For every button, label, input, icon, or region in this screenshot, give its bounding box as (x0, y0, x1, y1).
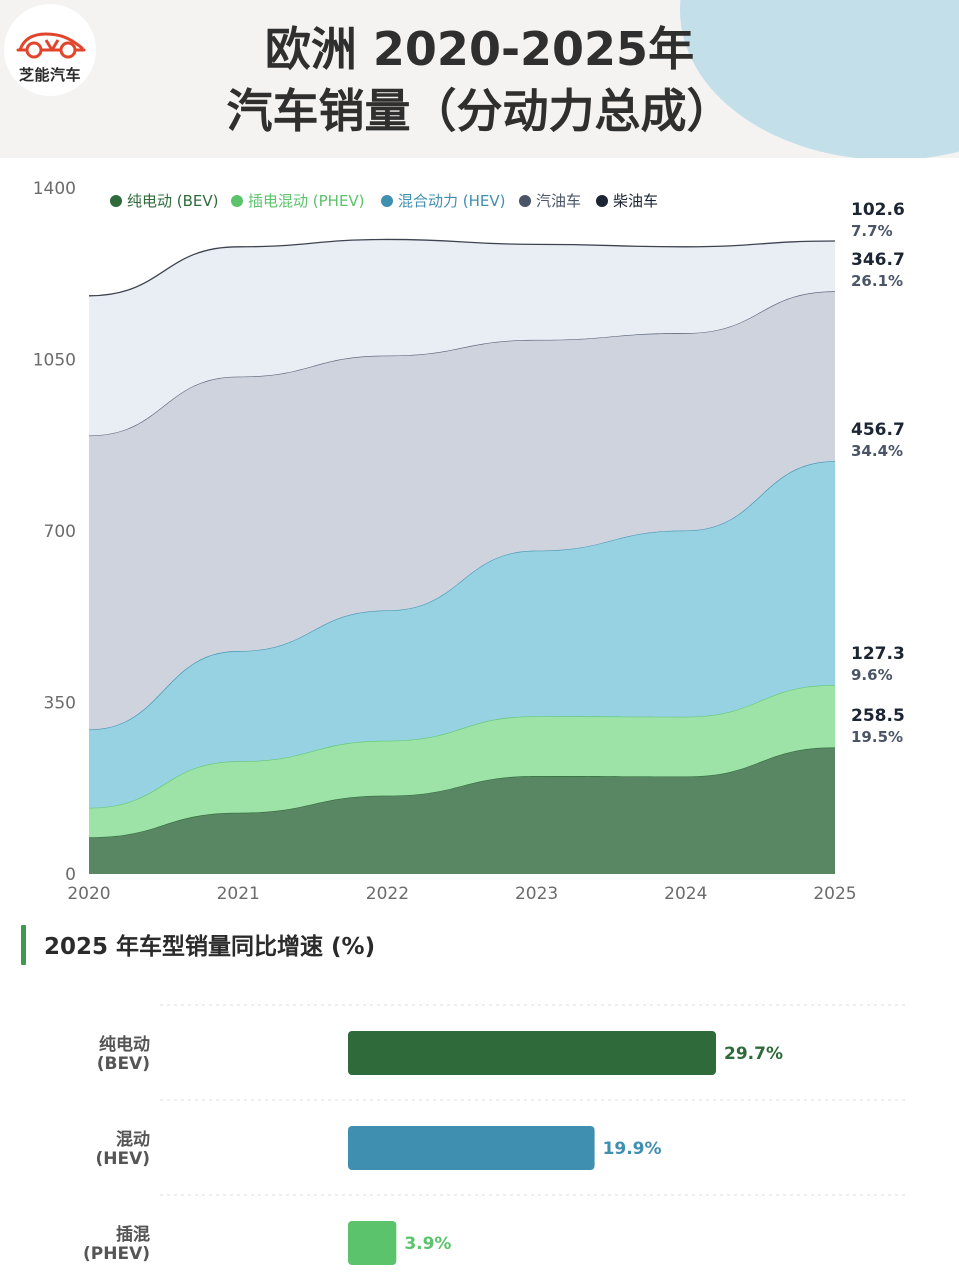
legend-label-gas: 汽油车 (536, 192, 581, 210)
bar-category-label: 混动 (116, 1130, 150, 1150)
area-phev (89, 684, 835, 838)
bar-category-sublabel: (HEV) (95, 1149, 150, 1169)
y-tick-label: 1050 (33, 351, 76, 371)
end-value-hev: 456.7 (851, 420, 905, 440)
y-tick-label: 350 (44, 694, 76, 714)
legend-marker-bev (110, 195, 122, 207)
legend-marker-diesel (596, 195, 608, 207)
end-share-phev: 9.6% (851, 666, 893, 684)
area-diesel (89, 239, 835, 436)
bar-value-label: 19.9% (603, 1139, 662, 1159)
bar-phev (348, 1221, 397, 1265)
header: 芝能汽车 欧洲 2020-2025年 汽车销量（分动力总成） (0, 0, 959, 158)
legend-label-hev: 混合动力 (HEV) (398, 192, 506, 210)
y-tick-label: 0 (65, 865, 76, 885)
area-bev (89, 747, 835, 874)
bar-category-label: 纯电动 (99, 1034, 150, 1055)
bar-category-sublabel: (PHEV) (83, 1244, 150, 1264)
title-line-2: 汽车销量（分动力总成） (226, 84, 733, 138)
bar-value-label: 3.9% (404, 1234, 451, 1254)
legend-marker-phev (231, 195, 243, 207)
chart-legend: 纯电动 (BEV) 插电混动 (PHEV) 混合动力 (HEV) 汽油车 柴油车 (110, 192, 658, 210)
logo-text: 芝能汽车 (18, 66, 81, 84)
end-value-gas: 346.7 (851, 250, 905, 270)
growth-bar-chart: 纯电动(BEV) 29.7% 混动(HEV) 19.9% 插混(PHEV) 3.9% (83, 1004, 905, 1265)
car-logo-icon (16, 32, 86, 59)
area-gas (89, 291, 835, 730)
logo: 芝能汽车 (4, 4, 96, 96)
legend-marker-hev (381, 195, 393, 207)
x-tick-label: 2025 (813, 884, 856, 904)
end-share-hev: 34.4% (851, 442, 903, 460)
section-accent-bar (21, 925, 26, 965)
page-title: 欧洲 2020-2025年 汽车销量（分动力总成） (0, 18, 959, 142)
end-share-gas: 26.1% (851, 272, 903, 290)
legend-marker-gas (519, 195, 531, 207)
bar-value-label: 29.7% (724, 1044, 783, 1064)
y-tick-label: 700 (44, 522, 76, 542)
end-value-diesel: 102.6 (851, 200, 905, 220)
bar-bev (348, 1031, 716, 1075)
bar-category-sublabel: (BEV) (97, 1054, 150, 1074)
x-tick-label: 2023 (515, 884, 558, 904)
growth-chart-title: 2025 年车型销量同比增速 (%) (44, 934, 376, 960)
end-share-diesel: 7.7% (851, 222, 893, 240)
stacked-area-chart: 0 350 700 1050 1400 2020 2021 2022 2023 2024 2025 纯… (33, 179, 905, 904)
x-tick-label: 2021 (217, 884, 260, 904)
legend-label-bev: 纯电动 (BEV) (127, 192, 219, 210)
end-value-phev: 127.3 (851, 644, 905, 664)
bar-category-label: 插混 (116, 1224, 150, 1245)
legend-label-phev: 插电混动 (PHEV) (248, 192, 365, 210)
x-tick-label: 2022 (366, 884, 409, 904)
area-hev (89, 461, 835, 808)
line-diesel (88, 238, 836, 297)
bar-hev (348, 1126, 595, 1170)
x-tick-label: 2020 (67, 884, 110, 904)
end-share-bev: 19.5% (851, 728, 903, 746)
title-line-1: 欧洲 2020-2025年 (264, 22, 695, 76)
legend-label-diesel: 柴油车 (613, 192, 658, 210)
x-tick-label: 2024 (664, 884, 707, 904)
end-value-bev: 258.5 (851, 706, 905, 726)
y-tick-label: 1400 (33, 179, 76, 199)
